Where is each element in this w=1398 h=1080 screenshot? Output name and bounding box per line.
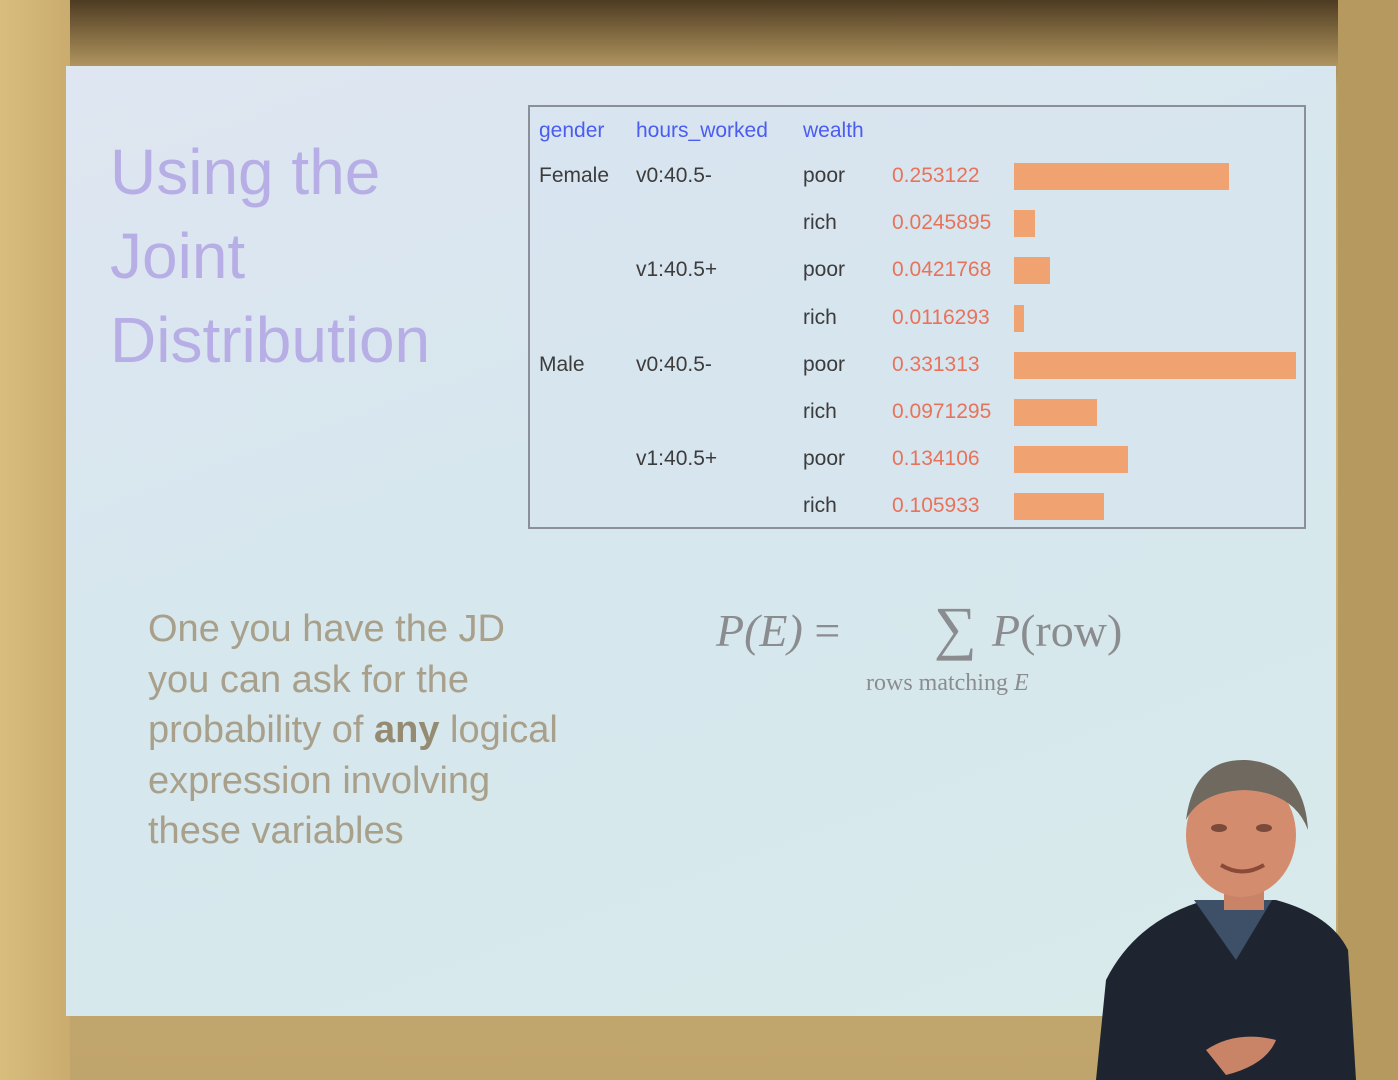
header-wealth: wealth bbox=[803, 119, 864, 142]
row-wealth-label: poor bbox=[803, 447, 846, 471]
formula-rhs-p: P bbox=[992, 605, 1021, 656]
row-probability-value: 0.0116293 bbox=[892, 305, 990, 329]
sigma-symbol: ∑ bbox=[934, 595, 977, 661]
row-wealth-label: rich bbox=[803, 494, 837, 518]
probability-formula: P(E) = ∑ P(row) rows matching E bbox=[716, 595, 1176, 708]
joint-distribution-table: gender hours_worked wealth Female v0:40.5… bbox=[528, 105, 1306, 529]
row-probability-value: 0.0245895 bbox=[892, 211, 992, 235]
formula-rhs-arg: (row) bbox=[1020, 605, 1123, 656]
probability-bar bbox=[1014, 493, 1105, 521]
probability-bar bbox=[1014, 351, 1296, 379]
header-gender: gender bbox=[539, 119, 605, 142]
body-line-4: expression involving bbox=[148, 759, 491, 802]
body-emphasis-any: any bbox=[374, 709, 440, 751]
row-probability-value: 0.134106 bbox=[892, 447, 980, 471]
row-wealth-label: poor bbox=[803, 258, 846, 282]
title-line-1: Using the bbox=[110, 136, 381, 208]
row-hours-label: v1:40.5+ bbox=[636, 447, 718, 471]
row-probability-value: 0.0971295 bbox=[892, 400, 992, 423]
row-gender-label: Male bbox=[539, 352, 585, 376]
formula-rhs: P(row) bbox=[992, 604, 1122, 657]
row-probability-value: 0.0421768 bbox=[892, 258, 992, 282]
row-probability-value: 0.253122 bbox=[892, 164, 980, 187]
formula-subscript: rows matching E bbox=[866, 670, 1029, 697]
probability-bar bbox=[1014, 257, 1050, 285]
wall-background-right bbox=[1338, 0, 1398, 1080]
formula-lhs-term: P(E) bbox=[716, 605, 803, 656]
probability-bar bbox=[1014, 163, 1230, 190]
row-wealth-label: poor bbox=[803, 164, 846, 187]
probability-bar bbox=[1014, 446, 1129, 474]
row-probability-value: 0.331313 bbox=[892, 352, 980, 376]
row-hours-label: v1:40.5+ bbox=[636, 258, 718, 282]
probability-bar bbox=[1014, 304, 1024, 332]
formula-equals: = bbox=[802, 605, 841, 656]
row-gender-label: Female bbox=[539, 164, 610, 187]
title-line-2: Joint bbox=[110, 220, 246, 292]
presenter-figure bbox=[1096, 759, 1356, 1080]
body-line-3: probability of any logical bbox=[148, 705, 648, 756]
wall-background-left bbox=[0, 0, 70, 1080]
formula-subscript-text: rows matching bbox=[866, 670, 1014, 696]
row-probability-value: 0.105933 bbox=[892, 494, 980, 518]
row-hours-label: v0:40.5- bbox=[636, 352, 712, 376]
row-wealth-label: poor bbox=[803, 352, 846, 376]
body-line-5: these variables bbox=[148, 810, 404, 852]
header-hours-worked: hours_worked bbox=[636, 119, 768, 142]
slide-title: Using the Joint Distribution bbox=[110, 130, 530, 382]
body-line-3-start: probability of bbox=[148, 709, 375, 751]
row-wealth-label: rich bbox=[803, 400, 837, 423]
body-line-3-end: logical bbox=[439, 709, 558, 751]
body-line-2: you can ask for the bbox=[148, 658, 470, 701]
body-text: One you have the JD you can ask for the … bbox=[148, 604, 648, 857]
row-wealth-label: rich bbox=[803, 211, 837, 235]
formula-lhs: P(E) = bbox=[716, 604, 840, 657]
title-line-3: Distribution bbox=[110, 304, 431, 376]
formula-subscript-var: E bbox=[1013, 670, 1029, 696]
probability-bar bbox=[1014, 399, 1097, 426]
body-line-1: One you have the JD bbox=[148, 608, 505, 650]
row-wealth-label: rich bbox=[803, 305, 837, 329]
wall-background-top bbox=[0, 0, 1398, 70]
row-hours-label: v0:40.5- bbox=[636, 164, 712, 187]
probability-bar bbox=[1014, 210, 1035, 238]
